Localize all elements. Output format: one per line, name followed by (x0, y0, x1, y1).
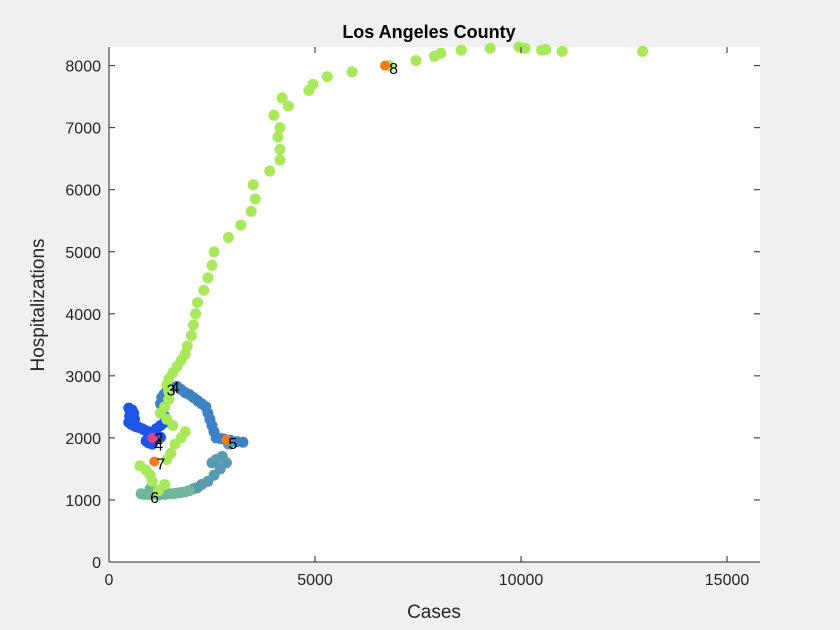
data-point (540, 43, 552, 55)
data-point (264, 165, 276, 177)
point-annotation: 4 (154, 438, 163, 455)
data-point (274, 143, 286, 155)
data-point (222, 231, 234, 243)
point-annotation: 6 (150, 490, 159, 507)
data-point (346, 66, 358, 78)
data-point (435, 47, 447, 59)
data-point (185, 330, 197, 342)
data-point (519, 42, 531, 54)
data-point (272, 131, 284, 143)
data-point (206, 259, 218, 271)
data-point (321, 71, 333, 83)
data-point (165, 447, 177, 459)
data-point (276, 92, 288, 104)
highlight-marker (149, 456, 160, 467)
data-point (235, 219, 247, 231)
y-tick-label: 1000 (65, 493, 101, 510)
x-tick-label: 10000 (499, 572, 544, 589)
y-tick-label: 8000 (65, 59, 101, 76)
data-point (245, 205, 257, 217)
point-annotation: 4 (171, 380, 180, 397)
x-axis-label: Cases (407, 602, 461, 623)
data-points (123, 41, 649, 500)
data-point (637, 45, 649, 57)
data-point (202, 272, 214, 284)
highlight-marker (147, 432, 158, 443)
x-tick-label: 0 (105, 572, 114, 589)
data-point (237, 436, 249, 448)
highlight-markers (147, 60, 391, 467)
point-annotation: 2 (154, 431, 163, 448)
data-point (307, 78, 319, 90)
x-ticks: 0 5000 10000 15000 (105, 47, 750, 589)
y-tick-label: 6000 (65, 183, 101, 200)
data-point (198, 284, 210, 296)
x-tick-label: 5000 (297, 572, 333, 589)
y-tick-label: 0 (92, 555, 101, 572)
data-point (146, 475, 158, 487)
data-point (274, 154, 286, 166)
data-point (249, 193, 261, 205)
y-tick-label: 7000 (65, 121, 101, 138)
data-point (274, 122, 286, 134)
highlight-marker (221, 434, 232, 445)
data-point (455, 44, 467, 56)
data-point (410, 55, 422, 67)
data-point (159, 478, 171, 490)
data-point (206, 457, 218, 469)
chart-title: Los Angeles County (342, 22, 515, 42)
y-tick-label: 5000 (65, 245, 101, 262)
data-point (181, 340, 193, 352)
data-point (268, 109, 280, 121)
highlight-marker (380, 60, 391, 71)
axes (108, 47, 760, 563)
y-axis-label: Hospitalizations (28, 238, 49, 371)
data-point (282, 100, 294, 112)
data-point (190, 308, 202, 320)
point-annotation: 7 (156, 456, 165, 473)
point-annotation: 3 (167, 383, 176, 400)
data-point (192, 297, 204, 309)
y-tick-label: 2000 (65, 431, 101, 448)
data-point (556, 45, 568, 57)
point-annotation: 8 (389, 61, 398, 78)
data-point (163, 393, 175, 405)
y-tick-label: 3000 (65, 369, 101, 386)
data-point (484, 42, 496, 54)
data-point (247, 179, 259, 191)
y-tick-label: 4000 (65, 307, 101, 324)
x-tick-label: 15000 (705, 572, 750, 589)
data-point (208, 246, 220, 258)
point-annotation: 5 (228, 436, 237, 453)
y-ticks: 0 1000 2000 3000 4000 5000 6000 7000 8000 (65, 59, 760, 572)
data-point (187, 319, 199, 331)
data-point (135, 488, 147, 500)
data-point (179, 426, 191, 438)
